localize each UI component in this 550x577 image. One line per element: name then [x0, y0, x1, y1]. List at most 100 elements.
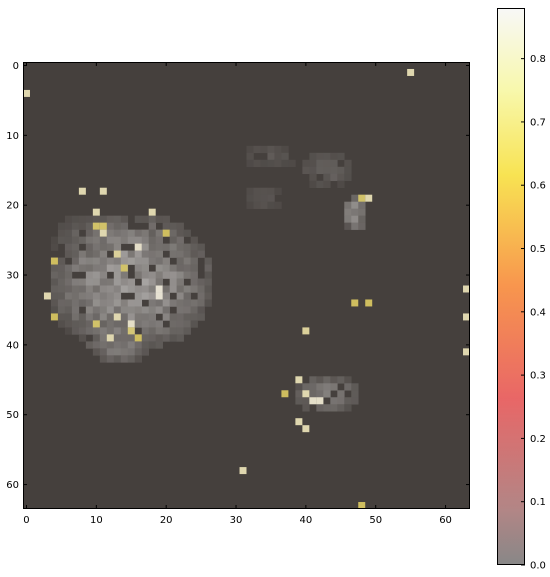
heatmap-cell: [92, 306, 101, 314]
heatmap-cell: [337, 397, 345, 405]
heatmap-cell: [120, 348, 129, 356]
heatmap-cell: [99, 257, 108, 265]
heatmap-cell: [274, 201, 282, 209]
heatmap-cell: [57, 229, 66, 237]
heatmap-cell: [120, 278, 129, 286]
heatmap-cell: [344, 222, 352, 230]
heatmap-cell: [267, 201, 275, 209]
heatmap-cell: [85, 299, 94, 307]
heatmap-cell: [316, 180, 324, 189]
heatmap-cell: [85, 236, 94, 244]
heatmap-cell: [309, 159, 317, 168]
heatmap-cell: [337, 180, 345, 189]
heatmap-point: [99, 229, 107, 237]
heatmap-cell: [120, 320, 129, 328]
heatmap-cell: [204, 264, 212, 272]
heatmap-cell: [85, 257, 94, 265]
heatmap-cell: [57, 222, 66, 230]
heatmap-point: [358, 502, 366, 509]
heatmap-cell: [120, 355, 129, 363]
heatmap-cell: [57, 271, 66, 279]
heatmap-cell: [71, 285, 80, 293]
heatmap-cell: [57, 299, 66, 307]
heatmap-cell: [155, 215, 163, 223]
colorbar-tick-label: 0.8: [530, 54, 546, 65]
heatmap-cell: [148, 236, 156, 244]
heatmap-cell: [141, 229, 150, 237]
colorbar: [497, 8, 525, 565]
heatmap-cell: [141, 215, 150, 223]
heatmap-cell: [71, 320, 80, 328]
heatmap-cell: [50, 243, 59, 251]
heatmap-cell: [197, 243, 205, 251]
heatmap-cell: [204, 299, 212, 307]
heatmap-cell: [78, 299, 87, 307]
heatmap-cell: [344, 166, 352, 175]
heatmap-cell: [148, 278, 156, 286]
heatmap-cell: [162, 257, 170, 265]
heatmap-cell: [71, 313, 80, 321]
heatmap-cell: [148, 341, 156, 349]
heatmap-cell: [113, 229, 122, 237]
heatmap-cell: [197, 313, 205, 321]
heatmap-cell: [309, 390, 317, 398]
heatmap-cell: [358, 215, 366, 223]
heatmap-cell: [330, 376, 338, 384]
heatmap-cell: [127, 334, 136, 342]
heatmap-cell: [99, 278, 108, 286]
heatmap-cell: [176, 292, 184, 300]
heatmap-cell: [309, 152, 317, 161]
heatmap-cell: [155, 306, 163, 314]
heatmap-cell: [64, 320, 73, 328]
heatmap-cell: [169, 313, 177, 321]
heatmap-cell: [71, 299, 80, 307]
y-tick-label: 20: [6, 201, 19, 212]
heatmap-cell: [176, 285, 184, 293]
heatmap-point: [23, 89, 30, 97]
heatmap-cell: [176, 313, 184, 321]
heatmap-cell: [260, 194, 268, 202]
heatmap-cell: [190, 306, 198, 314]
heatmap-cell: [85, 313, 94, 321]
heatmap-cell: [295, 383, 303, 391]
heatmap-cell: [155, 229, 163, 237]
heatmap-cell: [183, 313, 191, 321]
y-axis: 0 10 20 30 40 50 60: [6, 61, 470, 491]
heatmap-cell: [141, 313, 150, 321]
x-tick-label: 60: [439, 515, 452, 526]
heatmap-cell: [120, 299, 129, 307]
heatmap-cell: [50, 271, 59, 279]
heatmap-cell: [71, 236, 80, 244]
heatmap-cell: [134, 299, 143, 307]
heatmap-cell: [330, 404, 338, 412]
heatmap-cell: [169, 229, 177, 237]
heatmap-cell: [351, 208, 359, 216]
heatmap-point: [120, 264, 128, 272]
heatmap-cell: [344, 215, 352, 223]
heatmap-cell: [337, 152, 345, 161]
heatmap-cell: [127, 348, 136, 356]
heatmap-cell: [190, 243, 198, 251]
heatmap-cell: [134, 285, 143, 293]
heatmap-cell: [99, 320, 108, 328]
heatmap-cell: [106, 313, 115, 321]
heatmap-cell: [78, 292, 87, 300]
heatmap-cell: [295, 390, 303, 398]
heatmap-point: [365, 299, 373, 307]
heatmap-point: [155, 292, 163, 300]
heatmap-cell: [183, 250, 191, 258]
heatmap-cell: [57, 313, 66, 321]
heatmap-cell: [113, 341, 122, 349]
heatmap-cell: [281, 152, 289, 161]
heatmap-cell: [141, 257, 150, 265]
heatmap-point: [309, 397, 317, 405]
heatmap-cell: [106, 264, 115, 272]
heatmap-cell: [204, 257, 212, 265]
heatmap-cell: [113, 348, 122, 356]
heatmap-cell: [246, 201, 254, 209]
colorbar-tick-label: 0.3: [530, 371, 546, 382]
heatmap-cell: [351, 383, 359, 391]
heatmap-point: [106, 334, 114, 342]
heatmap-cell: [316, 390, 324, 398]
heatmap-cell: [64, 264, 73, 272]
